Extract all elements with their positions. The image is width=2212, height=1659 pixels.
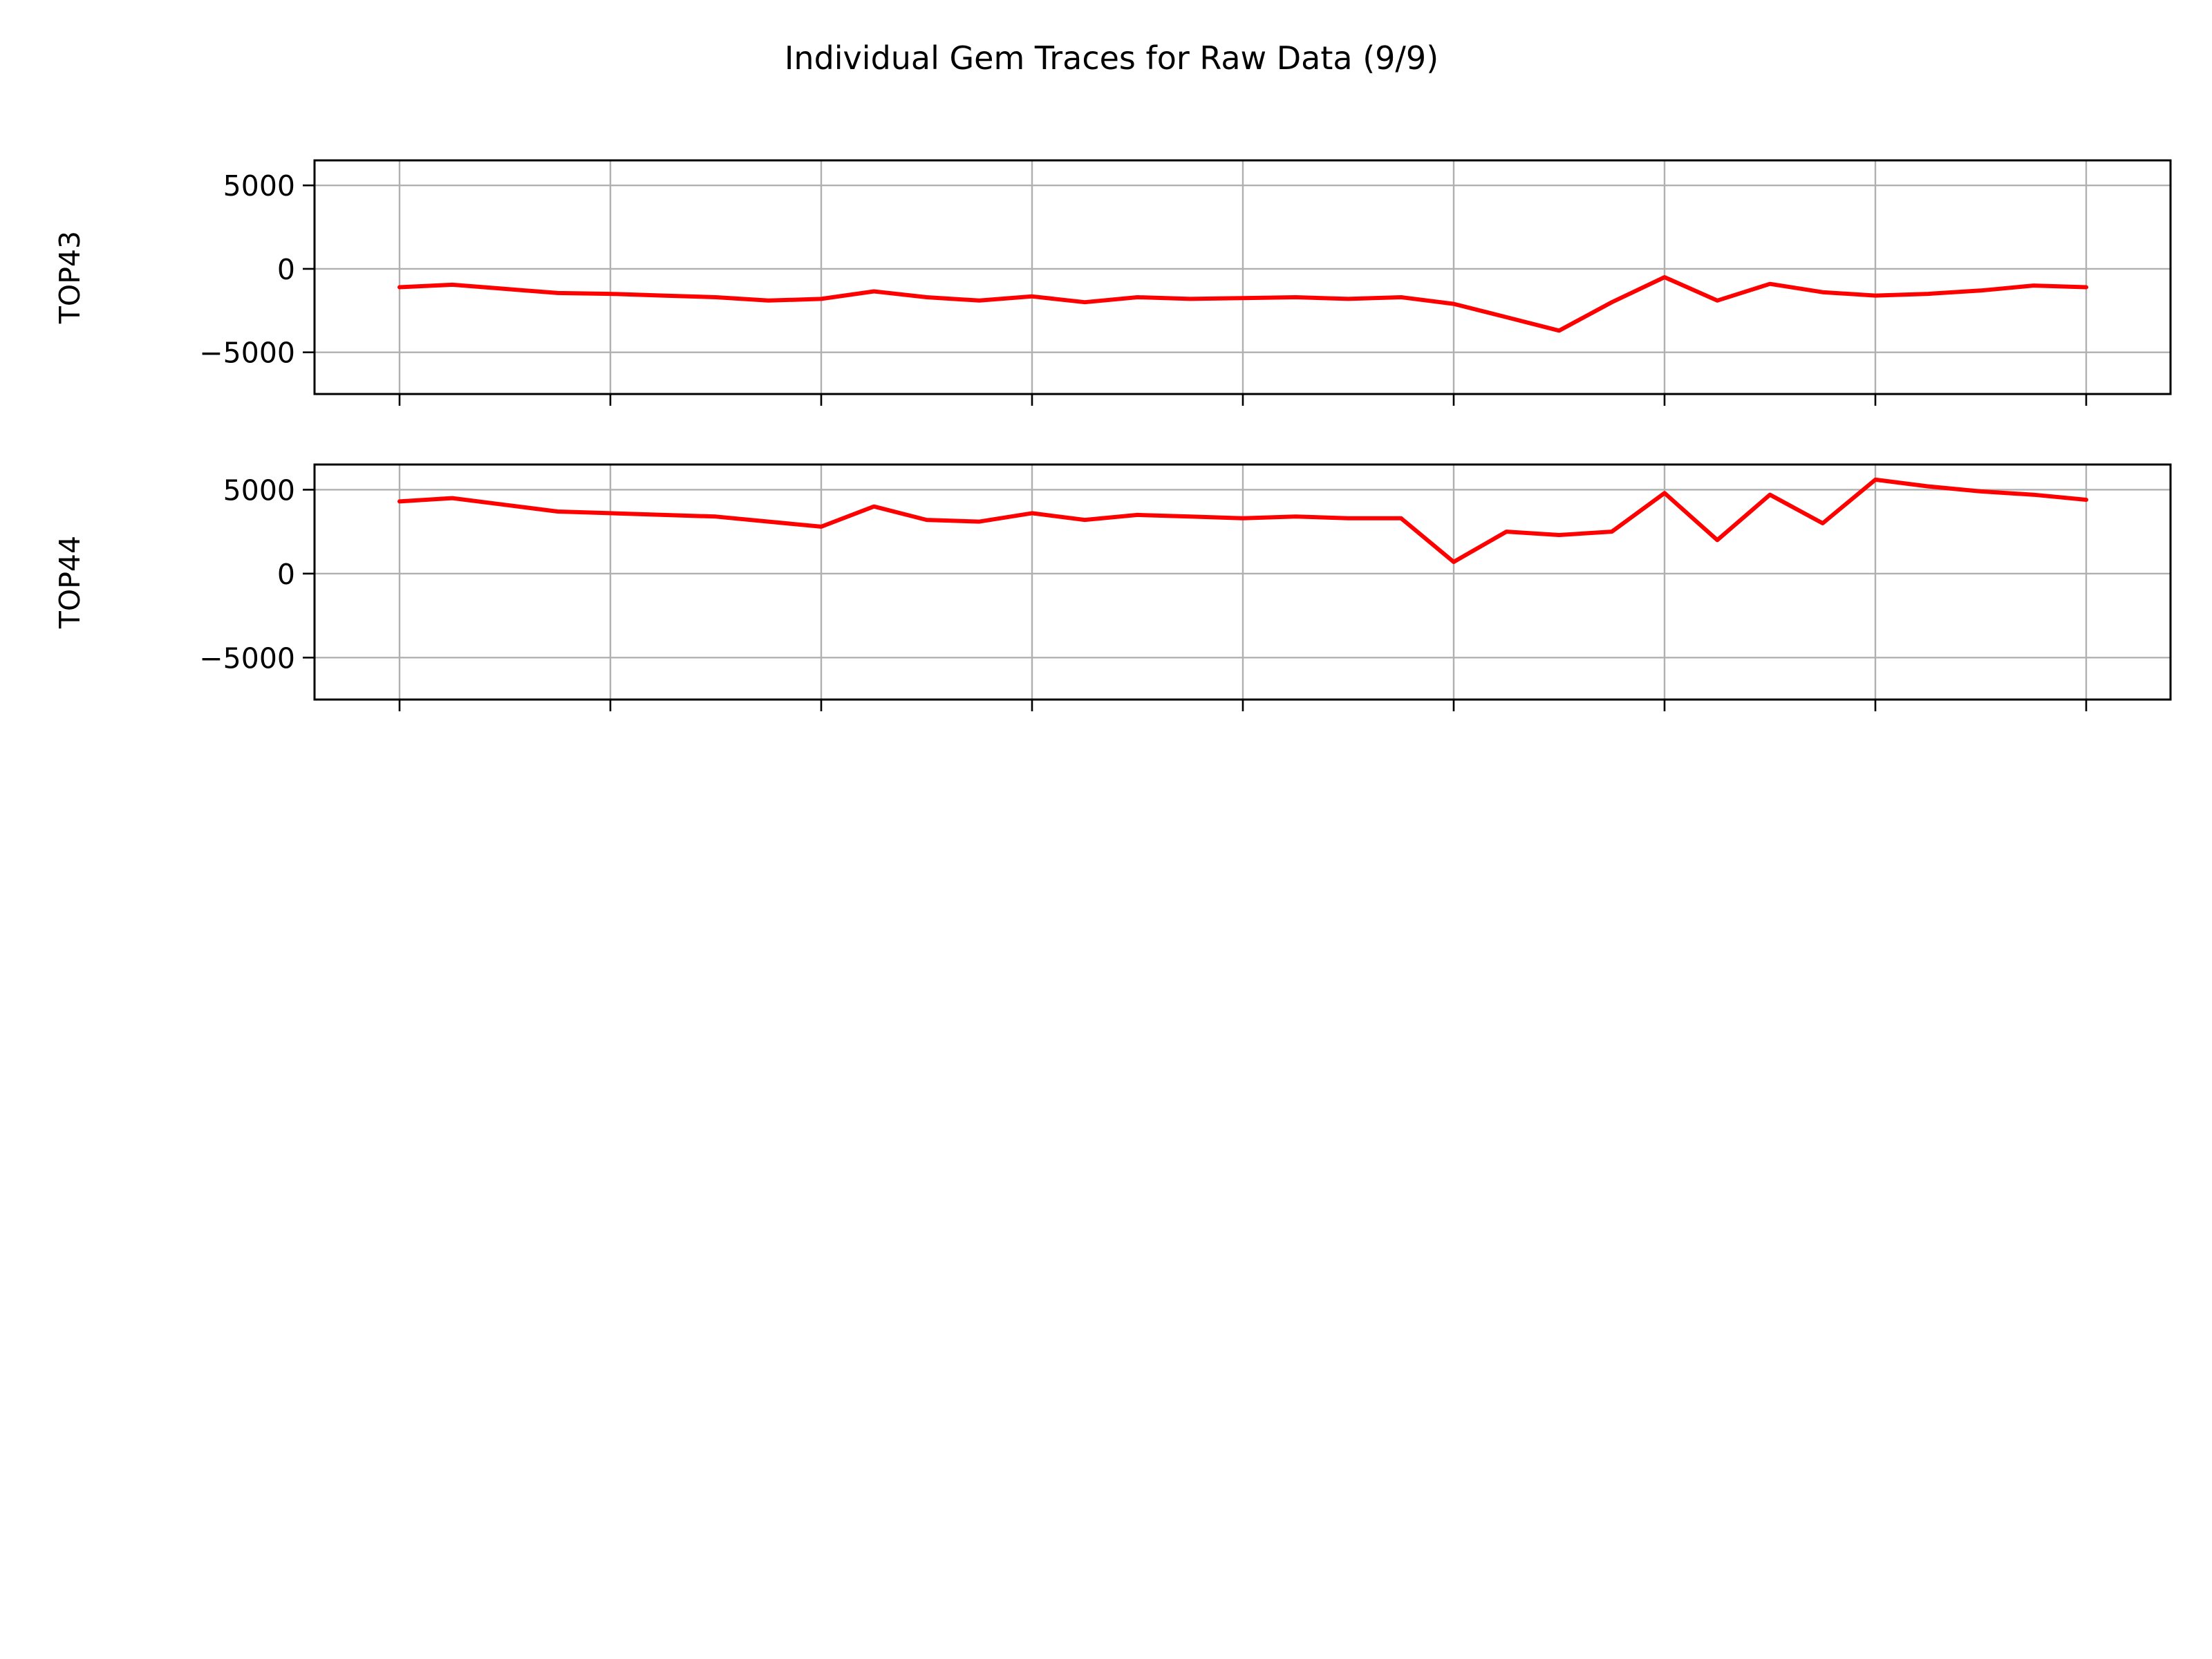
- axis-ticks: 5000 0 −5000: [199, 474, 2088, 711]
- axis-ticks: 5000 0 −5000: [199, 169, 2088, 406]
- y-axis-label: TOP44: [53, 536, 86, 629]
- y-tick-label: 0: [277, 253, 295, 286]
- panel-top44: 5000 0 −5000 TOP44: [53, 463, 2172, 711]
- panel-top43: 5000 0 −5000 TOP43: [53, 159, 2172, 406]
- grid-lines: [315, 160, 2171, 394]
- y-tick-label: 0: [277, 558, 295, 591]
- data-line-top44: [397, 477, 2088, 564]
- y-tick-label: −5000: [199, 337, 295, 370]
- y-axis-label: TOP43: [53, 231, 86, 324]
- y-tick-label: 5000: [223, 169, 295, 203]
- chart-title: Individual Gem Traces for Raw Data (9/9): [785, 39, 1438, 77]
- y-tick-label: −5000: [199, 641, 295, 675]
- data-line-top43: [397, 275, 2088, 333]
- y-tick-label: 5000: [223, 474, 295, 507]
